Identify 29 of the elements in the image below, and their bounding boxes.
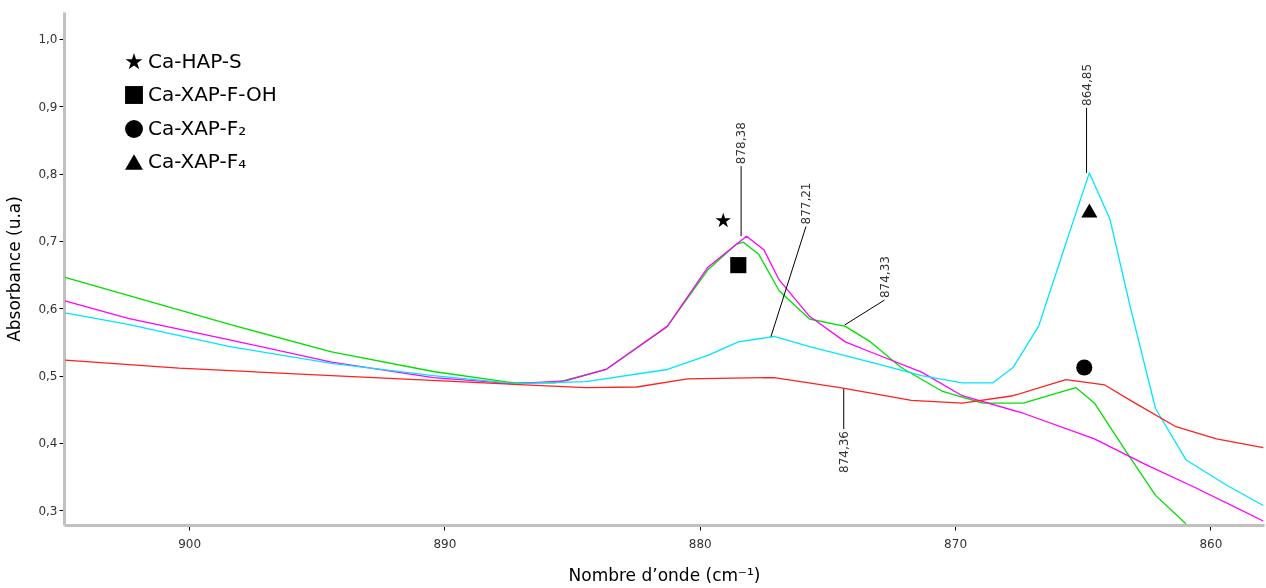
y-tick-label: 0,8 xyxy=(38,167,58,182)
y-tick-label: 0,6 xyxy=(38,301,58,316)
point xyxy=(715,212,731,228)
x-tick-label: 900 xyxy=(178,536,202,551)
y-tick-label: 0,4 xyxy=(38,436,58,451)
x-tick-label: 890 xyxy=(433,536,457,551)
y-axis-title: Absorbance (u.a) xyxy=(4,196,25,342)
x-tick-label: 870 xyxy=(944,536,968,551)
point xyxy=(1081,203,1098,218)
y-tick-label: 0,3 xyxy=(38,503,58,518)
y-tick-label: 1,0 xyxy=(38,32,58,47)
point xyxy=(730,257,747,274)
point xyxy=(1076,359,1093,376)
y-tick-label: 0,7 xyxy=(38,234,58,249)
annotation: 874,33 xyxy=(877,256,892,299)
legend-label: Ca-XAP-F-OH xyxy=(148,82,277,106)
y-tick-label: 0,9 xyxy=(38,99,58,114)
line-series xyxy=(64,172,1264,507)
annotation: 864,85 xyxy=(1079,63,1094,106)
legend-label: Ca-HAP-S xyxy=(148,49,242,73)
x-tick-label: 880 xyxy=(688,536,712,551)
annotation: 878,38 xyxy=(734,122,749,165)
x-axis-title: Nombre d’onde (cm⁻¹) xyxy=(568,564,761,585)
y-tick-label: 0,5 xyxy=(38,369,58,384)
annotation: 877,21 xyxy=(798,182,813,225)
x-tick-label: 860 xyxy=(1199,536,1223,551)
legend-label: Ca-XAP-F₄ xyxy=(148,149,247,173)
annotation: 874,36 xyxy=(836,431,851,474)
legend-label: Ca-XAP-F₂ xyxy=(148,116,247,140)
